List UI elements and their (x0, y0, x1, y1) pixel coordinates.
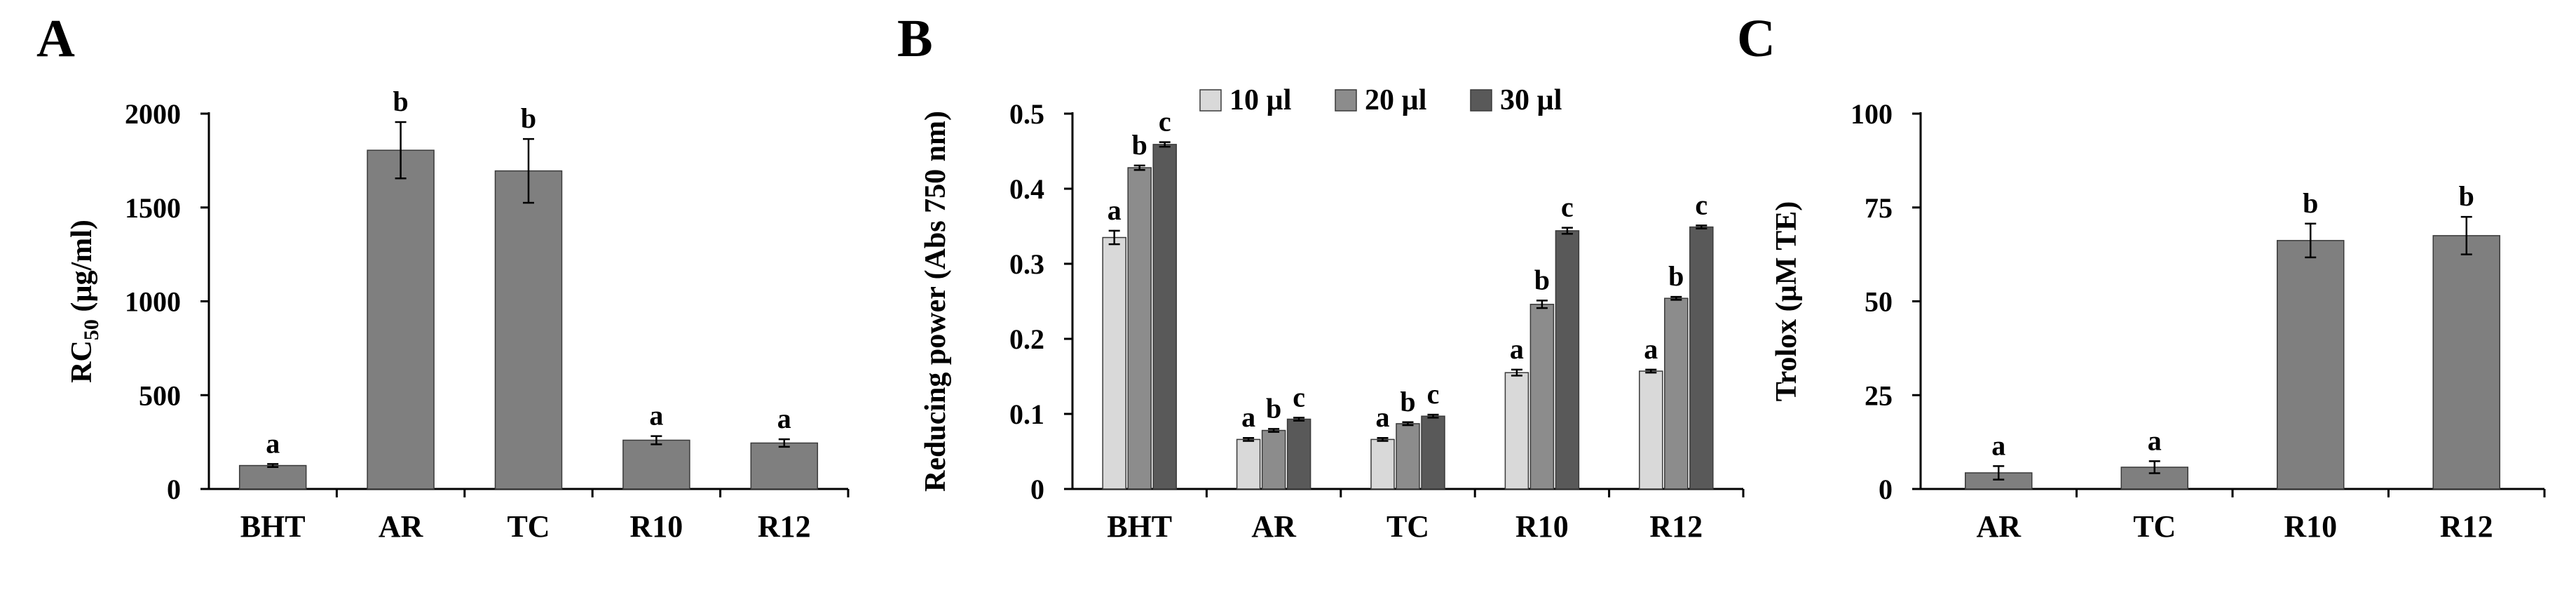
y-tick-label: 0 (1879, 474, 1893, 505)
bar (2432, 235, 2500, 490)
legend-label: 10 µl (1229, 84, 1291, 116)
significance-letter: b (2459, 180, 2474, 212)
legend-swatch (1199, 89, 1222, 112)
y-tick-label: 25 (1865, 380, 1893, 411)
y-tick-label: 0.4 (1009, 173, 1044, 205)
bar (1421, 415, 1445, 490)
bar (2277, 240, 2345, 490)
x-tick-label: AR (1976, 509, 2022, 544)
significance-letter: a (777, 403, 791, 434)
bar (1102, 236, 1126, 490)
y-tick-label: 75 (1865, 192, 1893, 224)
x-tick-label: R10 (630, 509, 683, 544)
legend-swatch (1470, 89, 1492, 112)
y-axis-label: Reducing power (Abs 750 nm) (920, 111, 952, 492)
y-axis-label-subscript: 50 (80, 319, 103, 340)
y-tick-label: 1000 (125, 286, 181, 318)
bar (1236, 438, 1261, 490)
significance-letter: b (393, 86, 408, 117)
bar (1261, 429, 1286, 490)
y-axis-label: Trolox (µM TE) (1771, 201, 1803, 402)
bar (1152, 144, 1177, 490)
x-tick-label: R12 (2440, 509, 2493, 544)
y-tick-label: 500 (139, 380, 181, 411)
significance-letter: a (266, 427, 280, 459)
y-tick-label: 0 (1030, 474, 1044, 505)
bar (1396, 423, 1420, 490)
bar (622, 439, 690, 490)
bar (1286, 418, 1311, 490)
bar (1529, 304, 1555, 490)
significance-letter: a (2148, 424, 2162, 456)
bar (750, 442, 819, 490)
y-tick-label: 50 (1865, 286, 1893, 318)
significance-letter: b (1400, 386, 1415, 417)
y-tick-label: 0.5 (1009, 98, 1044, 130)
significance-letter: b (1534, 264, 1550, 295)
chart-panel-c: C 0 25 50 75 100 AR TC R10 R12 a a b b Trolox (µM TE) (1737, 9, 2546, 544)
panel-letter: A (36, 9, 75, 68)
significance-letter: b (1132, 129, 1147, 161)
x-tick-label: TC (507, 509, 550, 544)
x-tick-label: TC (1386, 509, 1429, 544)
significance-letter: c (1159, 106, 1171, 138)
significance-letter: c (1427, 378, 1440, 410)
chart-panel-a: A 0 500 1000 1500 2000 BHT AR TC R10 R12 a b b a a RC50 … (36, 9, 850, 544)
x-tick-label: BHT (1107, 509, 1172, 544)
significance-letter: c (1293, 381, 1305, 413)
y-tick-label: 1500 (125, 192, 181, 224)
x-tick-label: AR (379, 509, 424, 544)
significance-letter: a (1991, 429, 2005, 461)
bar (1639, 370, 1663, 490)
bar (1555, 230, 1580, 490)
significance-letter: b (1266, 392, 1281, 424)
y-axis-label: RC50 (µg/ml) (66, 220, 103, 383)
legend-label: 20 µl (1365, 84, 1426, 116)
significance-letter: b (1668, 260, 1684, 292)
legend-swatch (1335, 89, 1357, 112)
bar (1689, 226, 1714, 490)
x-tick-label: TC (2133, 509, 2176, 544)
x-tick-label: R10 (2284, 509, 2337, 544)
bar (1664, 297, 1689, 490)
y-tick-label: 2000 (125, 98, 181, 130)
bar (1127, 167, 1152, 490)
significance-letter: c (1695, 189, 1708, 220)
y-tick-label: 0.3 (1009, 248, 1044, 280)
significance-letter: a (1241, 401, 1255, 433)
significance-letter: b (521, 102, 536, 134)
bar (1504, 372, 1529, 490)
significance-letter: c (1561, 192, 1574, 223)
bar (1370, 438, 1395, 490)
x-tick-label: AR (1251, 509, 1297, 544)
bar (494, 170, 563, 490)
significance-letter: b (2303, 187, 2318, 219)
y-tick-label: 0.2 (1009, 323, 1044, 355)
bar (367, 149, 435, 490)
y-axis-label-main: RC (66, 340, 98, 383)
x-tick-label: R12 (1649, 509, 1703, 544)
y-tick-label: 0 (167, 474, 181, 505)
y-tick-label: 0.1 (1009, 398, 1044, 430)
significance-letter: a (1108, 194, 1122, 226)
significance-letter: a (1644, 333, 1658, 365)
y-axis-label-unit: (µg/ml) (66, 220, 98, 319)
panel-letter: C (1737, 9, 1776, 68)
x-tick-label: BHT (240, 509, 306, 544)
x-tick-label: R12 (758, 509, 811, 544)
significance-letter: a (649, 400, 663, 431)
x-tick-label: R10 (1515, 509, 1569, 544)
significance-letter: a (1510, 333, 1524, 365)
legend-label: 30 µl (1500, 84, 1562, 116)
significance-letter: a (1376, 401, 1390, 433)
legend: 10 µl 20 µl 30 µl (1199, 84, 1562, 116)
y-tick-label: 100 (1851, 98, 1893, 130)
bar (238, 464, 307, 490)
panel-letter: B (897, 9, 933, 68)
